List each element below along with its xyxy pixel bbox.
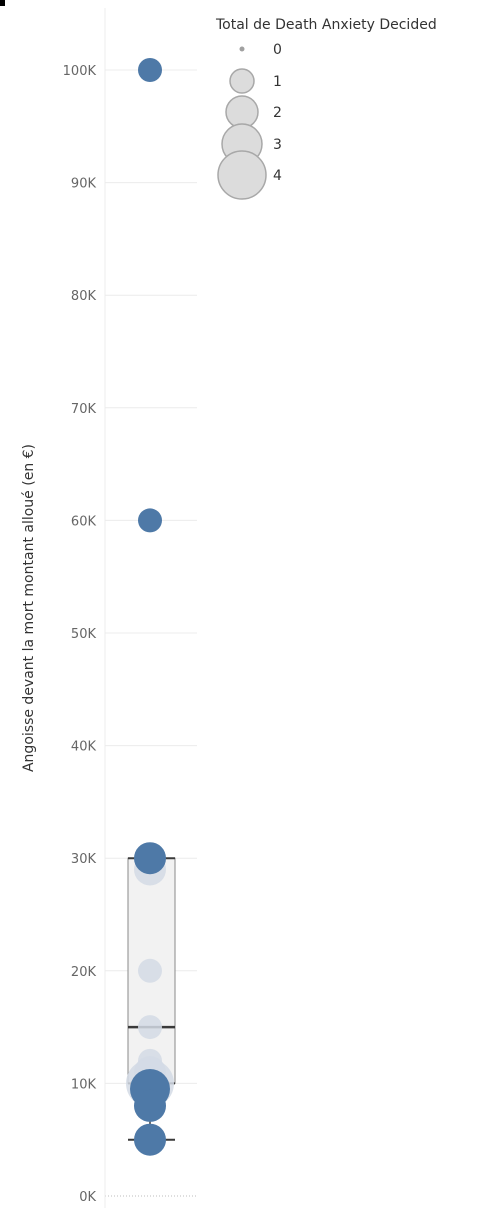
y-tick-label: 100K bbox=[63, 64, 97, 79]
data-points bbox=[126, 58, 174, 1156]
y-axis-ticks: 0K 10K 20K 30K 40K 50K 60K 70K 80K 90K 100K bbox=[63, 64, 97, 1205]
legend-size-label: 2 bbox=[273, 105, 282, 121]
size-legend: Total de Death Anxiety Decided 0 1 2 3 4 bbox=[215, 17, 437, 200]
legend-size-label: 4 bbox=[273, 168, 282, 184]
legend-size-swatch bbox=[239, 46, 245, 52]
legend-title: Total de Death Anxiety Decided bbox=[215, 17, 437, 33]
legend-size-label: 3 bbox=[273, 137, 282, 153]
legend-size-swatch bbox=[229, 68, 255, 94]
data-point-highlighted bbox=[134, 1123, 166, 1156]
y-tick-label: 0K bbox=[79, 1190, 96, 1205]
data-point-faded bbox=[138, 958, 162, 983]
y-tick-label: 10K bbox=[71, 1077, 97, 1092]
data-point-highlighted bbox=[138, 508, 162, 533]
legend-size-swatch bbox=[225, 95, 259, 129]
data-point-highlighted bbox=[134, 1089, 166, 1122]
y-tick-label: 30K bbox=[71, 852, 97, 867]
legend-size-label: 1 bbox=[273, 74, 282, 90]
data-point-faded bbox=[138, 1015, 162, 1040]
y-tick-label: 80K bbox=[71, 289, 97, 304]
data-point-highlighted bbox=[138, 58, 162, 82]
gridlines bbox=[105, 69, 197, 1197]
data-point-highlighted bbox=[134, 842, 166, 875]
legend-size-swatch bbox=[217, 150, 267, 200]
corner-marker bbox=[0, 0, 5, 6]
y-tick-label: 50K bbox=[71, 627, 97, 642]
legend-size-label: 0 bbox=[273, 42, 282, 58]
y-tick-label: 20K bbox=[71, 965, 97, 980]
y-tick-label: 70K bbox=[71, 402, 97, 417]
y-tick-label: 40K bbox=[71, 740, 97, 755]
y-axis-title: Angoisse devant la mort montant alloué (… bbox=[21, 444, 37, 772]
y-tick-label: 60K bbox=[71, 514, 97, 529]
y-tick-label: 90K bbox=[71, 177, 97, 192]
